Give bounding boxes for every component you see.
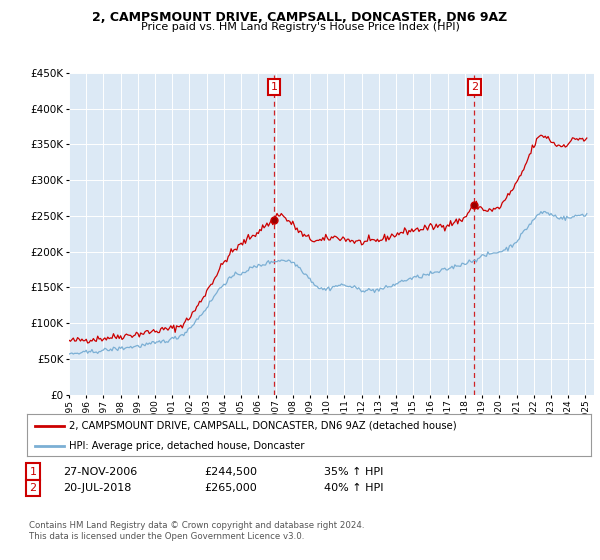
Text: 20-JUL-2018: 20-JUL-2018	[63, 483, 131, 493]
Text: Contains HM Land Registry data © Crown copyright and database right 2024.: Contains HM Land Registry data © Crown c…	[29, 521, 364, 530]
Text: 2, CAMPSMOUNT DRIVE, CAMPSALL, DONCASTER, DN6 9AZ (detached house): 2, CAMPSMOUNT DRIVE, CAMPSALL, DONCASTER…	[70, 421, 457, 431]
Text: 27-NOV-2006: 27-NOV-2006	[63, 466, 137, 477]
Text: 35% ↑ HPI: 35% ↑ HPI	[324, 466, 383, 477]
Text: 1: 1	[271, 82, 278, 92]
Text: This data is licensed under the Open Government Licence v3.0.: This data is licensed under the Open Gov…	[29, 532, 304, 541]
Text: 2, CAMPSMOUNT DRIVE, CAMPSALL, DONCASTER, DN6 9AZ: 2, CAMPSMOUNT DRIVE, CAMPSALL, DONCASTER…	[92, 11, 508, 24]
Text: £265,000: £265,000	[204, 483, 257, 493]
Text: 2: 2	[29, 483, 37, 493]
Text: £244,500: £244,500	[204, 466, 257, 477]
Text: 1: 1	[29, 466, 37, 477]
Text: HPI: Average price, detached house, Doncaster: HPI: Average price, detached house, Donc…	[70, 441, 305, 451]
Text: Price paid vs. HM Land Registry's House Price Index (HPI): Price paid vs. HM Land Registry's House …	[140, 22, 460, 32]
Text: 2: 2	[471, 82, 478, 92]
Text: 40% ↑ HPI: 40% ↑ HPI	[324, 483, 383, 493]
